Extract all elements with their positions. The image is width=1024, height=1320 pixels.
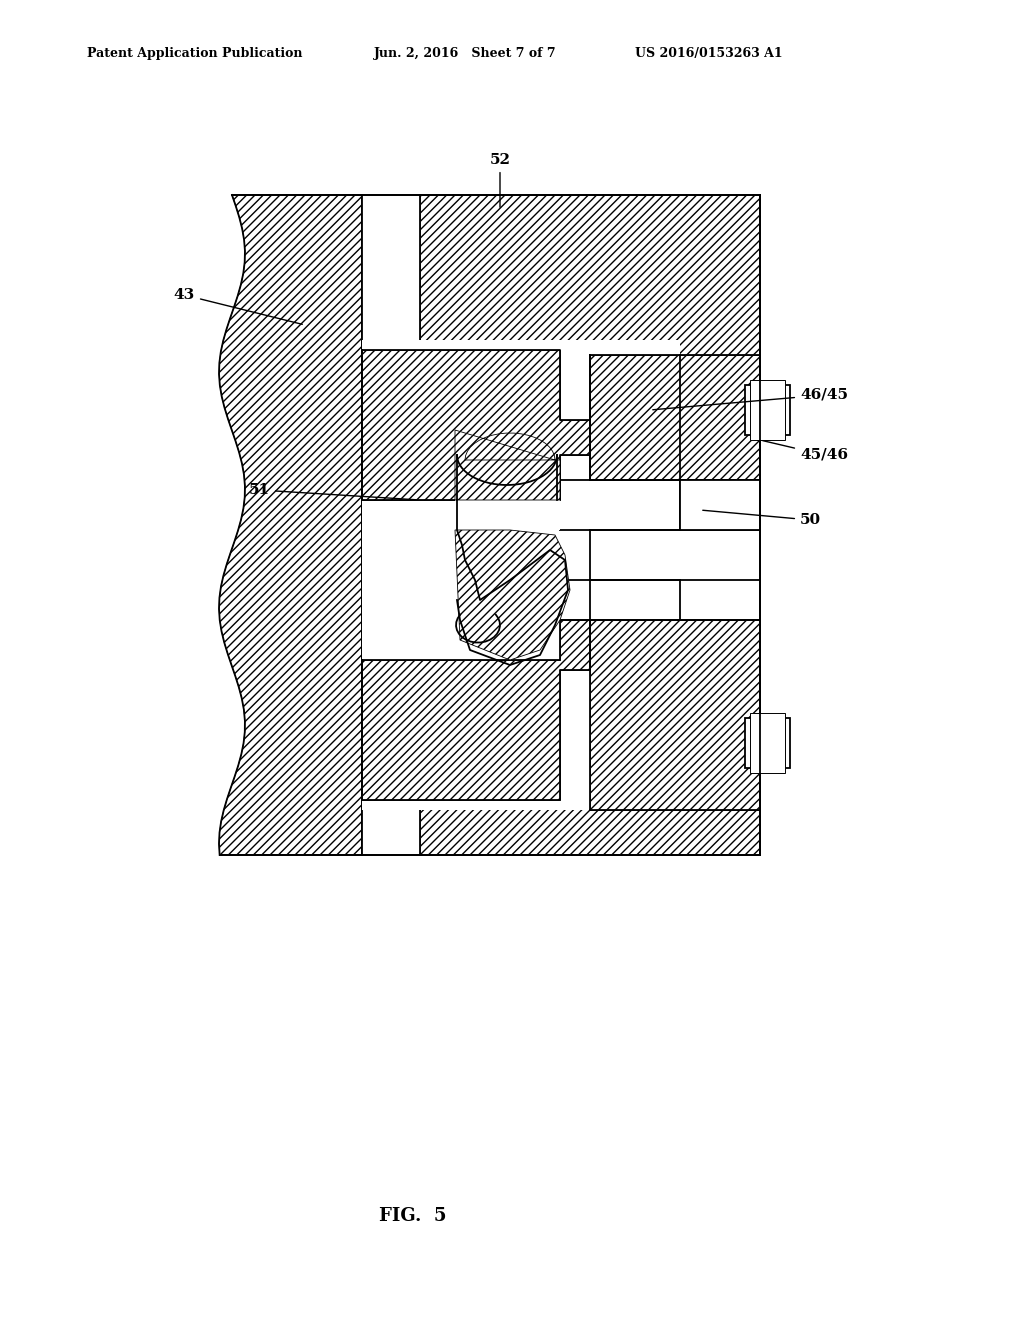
Text: 45/46: 45/46 [763, 441, 848, 462]
Polygon shape [590, 620, 760, 810]
Polygon shape [560, 480, 760, 620]
Polygon shape [362, 620, 590, 800]
Polygon shape [745, 385, 790, 436]
Text: 50: 50 [702, 511, 821, 527]
Polygon shape [745, 718, 790, 768]
Text: 52: 52 [489, 153, 511, 207]
Polygon shape [362, 341, 680, 810]
Text: FIG.  5: FIG. 5 [379, 1206, 446, 1225]
Text: Patent Application Publication: Patent Application Publication [87, 46, 302, 59]
Polygon shape [219, 195, 362, 855]
Text: 46/45: 46/45 [652, 388, 848, 409]
Polygon shape [750, 713, 785, 774]
Text: 43: 43 [174, 288, 302, 325]
Polygon shape [362, 350, 590, 500]
Polygon shape [455, 500, 560, 531]
Polygon shape [362, 195, 420, 855]
Polygon shape [590, 355, 760, 480]
Text: US 2016/0153263 A1: US 2016/0153263 A1 [635, 46, 782, 59]
Polygon shape [680, 480, 760, 531]
Polygon shape [580, 355, 760, 810]
Polygon shape [455, 531, 570, 660]
Polygon shape [420, 195, 760, 855]
Text: Jun. 2, 2016   Sheet 7 of 7: Jun. 2, 2016 Sheet 7 of 7 [374, 46, 556, 59]
Text: 51: 51 [249, 483, 417, 500]
Polygon shape [455, 430, 560, 500]
Polygon shape [750, 380, 785, 440]
